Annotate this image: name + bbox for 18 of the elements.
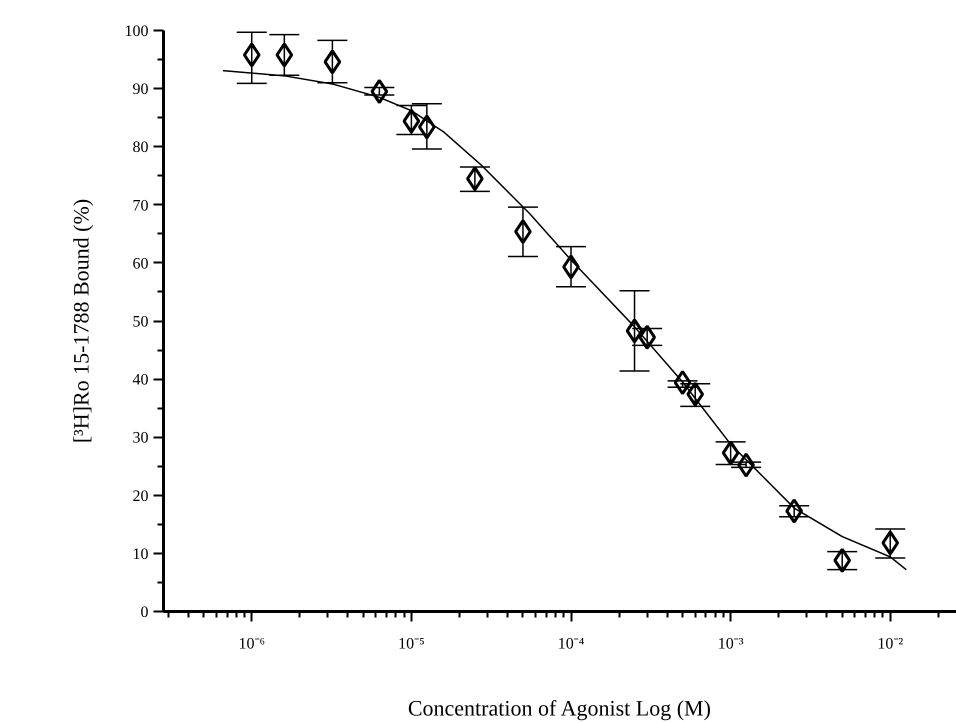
y-tick-label: 30 xyxy=(132,430,148,447)
y-tick-label: 0 xyxy=(140,604,148,621)
y-tick-label: 20 xyxy=(132,488,148,505)
x-tick-label: 10⁻² xyxy=(877,636,904,652)
y-tick-label: 40 xyxy=(132,372,148,389)
y-tick-label: 70 xyxy=(132,197,148,214)
y-tick-label: 90 xyxy=(132,81,148,98)
x-tick-label: 10⁻⁶ xyxy=(238,636,266,652)
x-tick-label: 10⁻³ xyxy=(718,636,744,652)
y-tick-label: 50 xyxy=(132,314,148,330)
x-tick-label: 10⁻⁴ xyxy=(558,636,585,652)
y-tick-label: 100 xyxy=(124,23,148,40)
x-tick-label: 10⁻⁵ xyxy=(398,636,425,652)
y-tick-label: 10 xyxy=(132,546,148,563)
y-axis-title: [³H]Ro 15-1788 Bound (%) xyxy=(68,198,94,444)
y-tick-label: 60 xyxy=(132,255,148,272)
x-axis-title: Concentration of Agonist Log (M) xyxy=(408,696,711,720)
y-tick-label: 80 xyxy=(132,139,148,156)
